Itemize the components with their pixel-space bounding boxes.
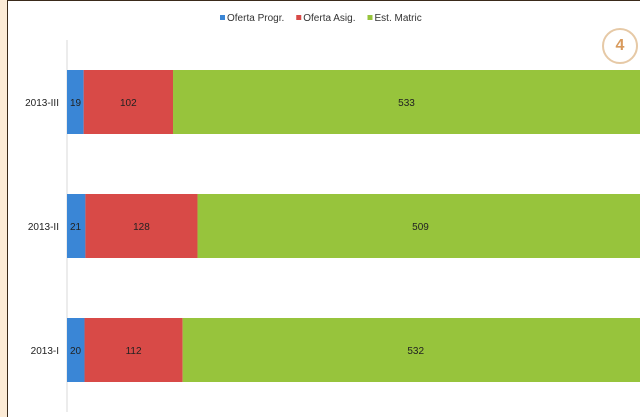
data-label-2-0: 20: [70, 346, 82, 357]
bar-2-2: [182, 318, 640, 382]
legend-swatch-0: [220, 15, 225, 20]
data-label-1-2: 509: [412, 222, 429, 233]
category-label-0: 2013-III: [25, 98, 59, 109]
data-label-2-1: 112: [126, 346, 142, 357]
bar-1-2: [197, 194, 640, 258]
category-label-2: 2013-I: [31, 346, 59, 357]
legend-label-0: Oferta Progr.: [227, 13, 284, 24]
bar-2-1: [84, 318, 183, 382]
bar-0-1: [83, 70, 174, 134]
bar-0-0: [67, 70, 84, 134]
page-number-badge: 4: [602, 28, 638, 64]
bar-1-0: [67, 194, 86, 258]
bar-2-0: [67, 318, 85, 382]
legend-swatch-1: [296, 15, 302, 20]
data-label-2-2: 532: [407, 346, 424, 357]
bar-0-2: [173, 70, 640, 134]
data-label-1-1: 128: [133, 222, 150, 233]
legend-label-2: Est. Matric: [375, 13, 422, 24]
bar-1-1: [85, 194, 198, 258]
data-label-0-2: 533: [398, 98, 415, 109]
data-label-1-0: 21: [70, 222, 82, 233]
category-label-1: 2013-II: [28, 222, 59, 233]
legend-swatch-2: [367, 15, 373, 20]
legend-label-1: Oferta Asig.: [303, 13, 355, 24]
data-label-0-0: 19: [70, 98, 82, 109]
data-label-0-1: 102: [120, 98, 137, 109]
